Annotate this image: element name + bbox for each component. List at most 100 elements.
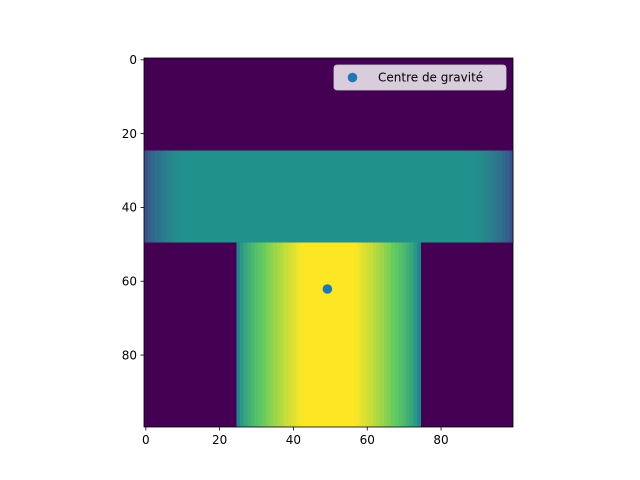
top-bar-cell <box>225 150 230 243</box>
top-bar-cell <box>276 150 281 243</box>
y-tick-label: 60 <box>122 275 137 289</box>
legend-box <box>333 64 507 91</box>
top-bar-cell <box>191 150 196 243</box>
top-bar-cell <box>298 150 303 243</box>
top-bar-cell <box>376 150 381 243</box>
stem-cell <box>265 242 270 427</box>
top-bar-cell <box>144 150 148 243</box>
top-bar-cell <box>258 150 263 243</box>
heatmap-image <box>144 58 514 427</box>
top-bar-cell <box>402 150 407 243</box>
top-bar-cell <box>195 150 200 243</box>
top-bar-cell <box>417 150 422 243</box>
top-bar-cell <box>476 150 481 243</box>
top-bar-cell <box>435 150 440 243</box>
x-axis-ticks: 0 20 40 60 80 <box>142 427 449 447</box>
legend-marker <box>347 72 358 83</box>
x-tick-label: 40 <box>286 433 301 447</box>
stem-cell <box>380 242 385 427</box>
top-bar-cell <box>487 150 492 243</box>
top-bar-cell <box>158 150 163 243</box>
plot-frame <box>143 57 514 428</box>
top-bar-cell <box>317 150 322 243</box>
top-bar-cell <box>365 150 370 243</box>
top-bar-cell <box>446 150 451 243</box>
top-bar-cell <box>280 150 285 243</box>
stem-cell <box>284 242 289 427</box>
top-bar-cell <box>509 150 514 243</box>
stem-cell <box>369 242 374 427</box>
stem-cell <box>413 242 418 427</box>
stem-cell <box>298 242 303 427</box>
stem-cell <box>306 242 311 427</box>
top-bar-cell <box>173 150 178 243</box>
top-bar-cell <box>324 150 329 243</box>
stem-cell <box>313 242 318 427</box>
stem-cell <box>243 242 248 427</box>
top-bar-cell <box>180 150 185 243</box>
top-bar-cell <box>328 150 333 243</box>
top-bar-cell <box>494 150 499 243</box>
stem-cell <box>310 242 315 427</box>
top-bar-cell <box>284 150 289 243</box>
top-bar-cell <box>431 150 436 243</box>
top-bar-cell <box>483 150 488 243</box>
top-bar-cell <box>188 150 193 243</box>
stem-cell <box>391 242 396 427</box>
top-bar-cell <box>461 150 466 243</box>
stem-cell <box>376 242 381 427</box>
scatter-points <box>322 284 333 294</box>
top-bar-cell <box>405 150 410 243</box>
top-bar-cell <box>206 150 211 243</box>
x-tick-label: 0 <box>142 433 150 447</box>
top-bar-cell <box>254 150 259 243</box>
stem-cell <box>339 242 344 427</box>
top-bar-cell <box>155 150 160 243</box>
top-bar-cell <box>335 150 340 243</box>
stem-cell <box>372 242 377 427</box>
stem-cell <box>262 242 267 427</box>
top-bar-cell <box>468 150 473 243</box>
top-bar-cell <box>214 150 219 243</box>
top-bar-cell <box>428 150 433 243</box>
stem-cell <box>247 242 252 427</box>
stem-cell <box>332 242 337 427</box>
top-bar-cell <box>251 150 255 243</box>
y-axis-ticks: 0 20 40 60 80 <box>122 53 144 362</box>
top-bar-cell <box>346 150 351 243</box>
y-tick-label: 0 <box>129 53 137 67</box>
stem-cell <box>394 242 399 427</box>
stem-cell <box>409 242 414 427</box>
top-bar-cell <box>151 150 156 243</box>
top-bar-cell <box>162 150 167 243</box>
top-bar-cell <box>472 150 477 243</box>
top-bar-cell <box>409 150 414 243</box>
top-bar-cell <box>391 150 396 243</box>
top-bar-cell <box>372 150 377 243</box>
top-bar-cell <box>498 150 503 243</box>
top-bar-cell <box>295 150 300 243</box>
top-bar-cell <box>265 150 270 243</box>
stem-cell <box>365 242 370 427</box>
y-tick-label: 80 <box>122 348 137 362</box>
stem-cell <box>335 242 340 427</box>
top-bar-cell <box>439 150 444 243</box>
stem-cell <box>328 242 333 427</box>
legend-label: Centre de gravité <box>378 71 483 85</box>
stem-cell <box>302 242 307 427</box>
top-bar-cell <box>262 150 267 243</box>
x-tick-label: 20 <box>212 433 227 447</box>
top-bar-cell <box>501 150 506 243</box>
stem-cell <box>276 242 281 427</box>
top-bar-cell <box>361 150 366 243</box>
stem-cell <box>361 242 366 427</box>
top-bar-cell <box>413 150 418 243</box>
stem-cell <box>291 242 296 427</box>
stem-cell <box>295 242 300 427</box>
stem-cell <box>354 242 359 427</box>
top-bar-cell <box>199 150 204 243</box>
top-bar-cell <box>217 150 222 243</box>
top-bar-cell <box>232 150 237 243</box>
top-bar-cell <box>339 150 344 243</box>
stem-cell <box>236 242 241 427</box>
